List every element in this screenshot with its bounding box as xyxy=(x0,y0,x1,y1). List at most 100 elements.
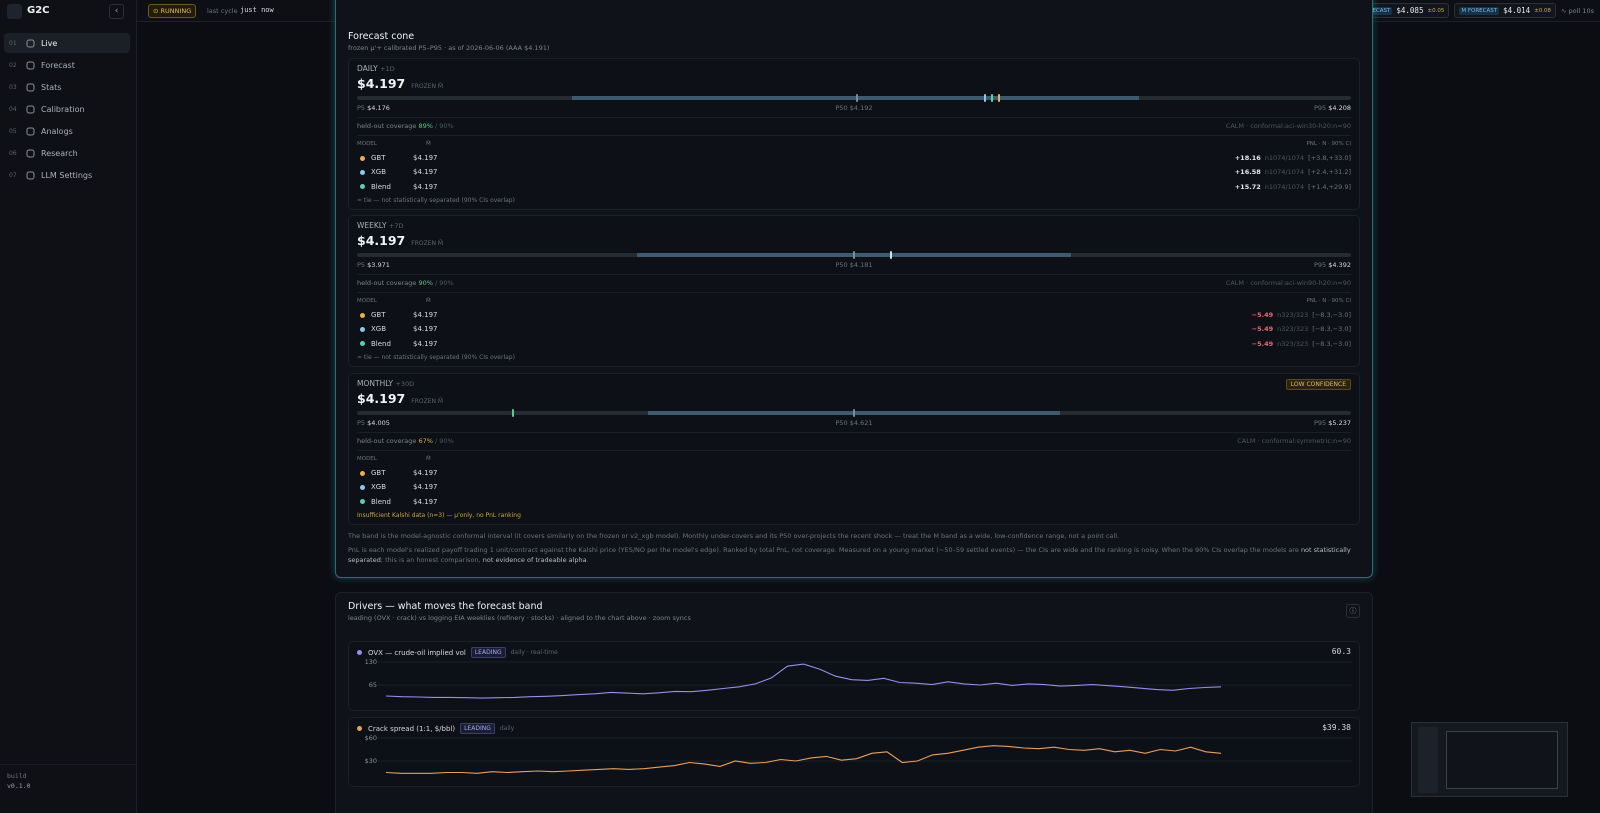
model-pnl: +16.58 n1074/1074 [+2.4,+31.2] xyxy=(1235,168,1351,176)
note-emphasis: not evidence of tradeable alpha xyxy=(482,556,587,564)
coverage-label: held-out coverage xyxy=(357,437,417,445)
last-cycle-value: just now xyxy=(240,6,274,14)
nav-item[interactable]: 07 LLM Settings xyxy=(4,165,130,185)
pnl-ci: [+1.4,+29.9] xyxy=(1308,182,1351,191)
model-price: $4.197 xyxy=(413,182,438,191)
model-dot xyxy=(360,484,365,490)
method: CALM · conformal:aci-win90-h20:n=90 xyxy=(1225,279,1351,287)
percentile-value: $5.237 xyxy=(1328,419,1351,427)
horizon-price-row: $4.197 FROZEN M̄ xyxy=(357,233,443,248)
nav-number: 04 xyxy=(9,105,17,113)
nav-item[interactable]: 01 Live xyxy=(4,33,130,53)
pnl-value: +16.58 xyxy=(1234,168,1261,177)
model-row: XGB $4.197 −5.49 n323/323 [−8.3,−3.0] xyxy=(357,323,1351,335)
model-price: $4.197 xyxy=(413,325,438,334)
model-name: XGB xyxy=(371,325,387,334)
forecast-band xyxy=(571,96,1140,100)
note-text: . xyxy=(586,556,589,564)
icon-shape xyxy=(26,149,35,157)
driver-name: Crack spread (1:1, $/bbl) xyxy=(368,724,456,733)
nav-number: 05 xyxy=(9,127,17,135)
explanation-note: PnL is each model's realized payoff trad… xyxy=(348,545,1360,565)
nav-item[interactable]: 03 Stats xyxy=(4,77,130,97)
footnote: Insufficient Kalshi data (n=3) — μ'only,… xyxy=(357,512,521,519)
nav-item[interactable]: 05 Analogs xyxy=(4,121,130,141)
column-header: M̄ xyxy=(426,141,431,147)
coverage-value: 67% xyxy=(418,437,433,445)
horizon-offset: +7D xyxy=(388,222,404,230)
percentile: P5 $3.971 xyxy=(357,261,390,269)
driver-cadence: daily · real-time xyxy=(510,649,558,656)
column-header: MODEL xyxy=(357,141,377,147)
divider xyxy=(357,117,1351,118)
price-note: FROZEN M̄ xyxy=(411,240,444,247)
sparkline: $30 $60 xyxy=(365,734,1352,774)
percentile-label: P95 xyxy=(1313,419,1327,427)
percentile-label: P50 xyxy=(835,104,848,112)
model-price: $4.197 xyxy=(413,469,438,477)
coverage-target: / 90% xyxy=(435,437,454,445)
collapse-button[interactable]: ‹ xyxy=(109,4,124,19)
horizon-price-row: $4.197 FROZEN M̄ xyxy=(357,391,443,406)
ticker-chip: M FORECAST $4.014 ±0.08 xyxy=(1454,3,1557,18)
explanation-note: The band is the model-agnostic conformal… xyxy=(348,531,1360,541)
info-button[interactable]: ⓘ xyxy=(1346,604,1360,618)
model-name: GBT xyxy=(371,469,386,477)
thumbnail-sidebar xyxy=(1418,727,1438,793)
model-price: $4.197 xyxy=(413,311,438,319)
percentile: P50 $4.192 xyxy=(835,104,872,112)
model-row: GBT $4.197 xyxy=(357,467,1351,479)
nav-label: Forecast xyxy=(41,60,75,70)
nav-icon xyxy=(26,105,35,113)
icon-shape xyxy=(26,39,35,47)
nav-label: Analogs xyxy=(41,126,73,136)
track-marker xyxy=(990,94,993,102)
track-marker xyxy=(855,94,858,102)
horizon-header: MONTHLY +30D xyxy=(357,379,414,388)
forecast-track xyxy=(357,94,1351,102)
model-price: $4.197 xyxy=(413,339,438,348)
sidebar: G2C ‹ 01 Live 02 Forecast 03 Stats 04 Calibrati… xyxy=(0,0,137,813)
legend-dot xyxy=(357,650,362,655)
thumbnail xyxy=(1411,722,1568,797)
pnl-ci: [−8.3,−3.0] xyxy=(1312,325,1351,334)
model-pnl: −5.49 n323/323 [−8.3,−3.0] xyxy=(1252,340,1351,348)
model-dot xyxy=(360,169,365,175)
method: CALM · conformal:symmetric:n=90 xyxy=(1237,437,1351,445)
ticker-price: $4.014 xyxy=(1503,6,1531,15)
horizon-name: WEEKLY xyxy=(357,221,387,230)
nav-label: Live xyxy=(41,38,58,48)
percentile-label: P5 xyxy=(357,104,366,112)
nav-icon xyxy=(26,127,35,135)
model-name: Blend xyxy=(371,339,391,348)
nav-item[interactable]: 02 Forecast xyxy=(4,55,130,75)
version: v0.1.0 xyxy=(7,782,31,790)
coverage: held-out coverage 90% / 90% xyxy=(357,279,454,287)
last-cycle-label: last cycle xyxy=(207,7,238,15)
nav-item[interactable]: 04 Calibration xyxy=(4,99,130,119)
model-name: GBT xyxy=(371,311,386,319)
coverage-target: / 90% xyxy=(435,122,454,130)
nav-item[interactable]: 06 Research xyxy=(4,143,130,163)
model-name: Blend xyxy=(371,182,391,191)
model-dot xyxy=(360,341,365,347)
driver-current: $39.38 xyxy=(1322,723,1351,732)
model-dot xyxy=(360,470,365,476)
note-text: PnL is each model's realized payoff trad… xyxy=(348,546,1301,554)
model-price: $4.197 xyxy=(413,154,438,162)
separator xyxy=(0,764,136,765)
sparkline-line xyxy=(385,663,1222,699)
divider xyxy=(357,135,1351,136)
cone-title: Forecast cone xyxy=(348,31,415,42)
model-dot xyxy=(360,155,365,161)
pnl-ci: [−8.3,−3.0] xyxy=(1312,311,1351,319)
icon-shape xyxy=(26,105,35,113)
sparkline: 65 130 xyxy=(365,658,1352,699)
nav-number: 06 xyxy=(9,149,17,157)
drivers-title: Drivers — what moves the forecast band xyxy=(348,601,543,612)
model-price: $4.197 xyxy=(413,483,438,492)
nav-label: LLM Settings xyxy=(41,170,93,180)
percentile-label: P95 xyxy=(1313,261,1327,269)
percentile-value: $4.621 xyxy=(849,419,873,427)
